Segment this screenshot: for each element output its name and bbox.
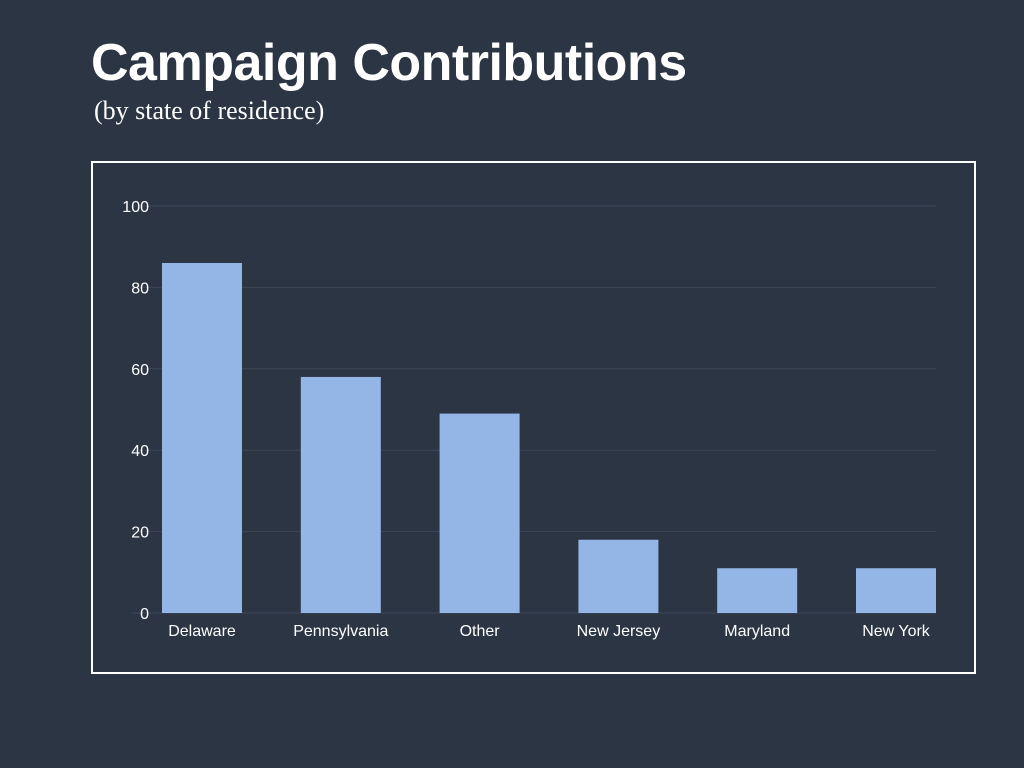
x-category-label: New Jersey [577, 623, 661, 640]
chart-frame [91, 161, 976, 674]
slide-subtitle: (by state of residence) [94, 96, 325, 125]
gridlines [132, 205, 936, 614]
x-category-label: Other [460, 623, 501, 640]
y-tick-label: 100 [122, 199, 149, 216]
y-axis-ticks: 0 20 40 60 80 100 [122, 199, 149, 623]
bar-new-york [856, 568, 936, 613]
x-category-label: Delaware [168, 623, 236, 640]
y-tick-label: 20 [131, 525, 149, 542]
bar-new-jersey [578, 539, 659, 613]
bar-pennsylvania [300, 376, 381, 613]
x-category-label: Pennsylvania [293, 623, 388, 640]
y-tick-label: 0 [140, 606, 149, 623]
slide-title: Campaign Contributions [91, 34, 687, 92]
bar-other [439, 413, 520, 613]
y-tick-label: 80 [131, 280, 149, 297]
x-axis-categories: Delaware Pennsylvania Other New Jersey Maryl… [168, 623, 931, 640]
x-category-label: New York [862, 623, 931, 640]
bars [162, 262, 936, 613]
y-tick-label: 40 [131, 443, 149, 460]
x-category-label: Maryland [724, 623, 790, 640]
bar-delaware [162, 262, 242, 613]
bar-maryland [717, 568, 798, 613]
y-tick-label: 60 [131, 362, 149, 379]
